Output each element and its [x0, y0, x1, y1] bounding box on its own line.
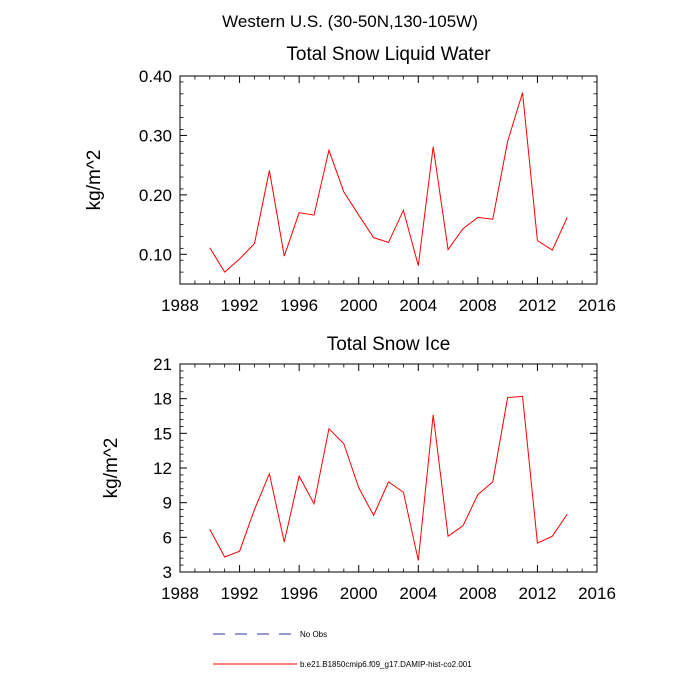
panel-title: Total Snow Liquid Water [286, 44, 491, 65]
x-tick-label: 2004 [399, 296, 437, 315]
x-tick-label: 2008 [459, 584, 497, 603]
legend-no-obs-label: No Obs [300, 630, 327, 639]
x-tick-label: 1996 [280, 296, 318, 315]
x-tick-label: 1988 [161, 584, 199, 603]
y-tick-label: 0.10 [139, 245, 172, 264]
legend: No Obs b.e21.B1850cmip6.f09_g17.DAMIP-hi… [213, 630, 472, 669]
series-line [209, 395, 568, 561]
y-axis-label: kg/m^2 [84, 150, 105, 211]
y-tick-label: 21 [153, 355, 172, 374]
y-tick-label: 18 [153, 390, 172, 409]
series-line [209, 92, 568, 273]
x-tick-label: 2012 [519, 296, 557, 315]
panel-title: Total Snow Ice [327, 334, 451, 355]
snow-liquid-water-panel: Total Snow Liquid Water kg/m^2 1988 1992 199… [84, 44, 616, 315]
y-tick-label: 0.30 [139, 126, 172, 145]
x-tick-label: 2000 [340, 296, 378, 315]
y-tick-label: 9 [163, 494, 172, 513]
y-tick-label: 6 [163, 528, 172, 547]
plot-frame [179, 363, 598, 573]
y-axis-label: kg/m^2 [101, 438, 122, 499]
x-tick-label: 2008 [459, 296, 497, 315]
y-tick-label: 3 [163, 563, 172, 582]
legend-model-label: b.e21.B1850cmip6.f09_g17.DAMIP-hist-co2.… [300, 660, 472, 669]
y-tick-label: 12 [153, 459, 172, 478]
x-tick-label: 1996 [280, 584, 318, 603]
x-tick-label: 2000 [340, 584, 378, 603]
x-tick-label: 2004 [399, 584, 437, 603]
y-tick-label: 15 [153, 424, 172, 443]
x-tick-label: 1992 [221, 296, 259, 315]
y-tick-label: 0.20 [139, 186, 172, 205]
x-tick-label: 2012 [519, 584, 557, 603]
x-tick-label: 1988 [161, 296, 199, 315]
plot-frame [179, 75, 598, 285]
x-tick-label: 1992 [221, 584, 259, 603]
figure-title: Western U.S. (30-50N,130-105W) [222, 12, 478, 31]
y-tick-label: 0.40 [139, 67, 172, 86]
x-tick-label: 2016 [578, 296, 616, 315]
x-tick-label: 2016 [578, 584, 616, 603]
snow-ice-panel: Total Snow Ice kg/m^2 1988 1992 1996 2000 2004… [101, 334, 616, 603]
